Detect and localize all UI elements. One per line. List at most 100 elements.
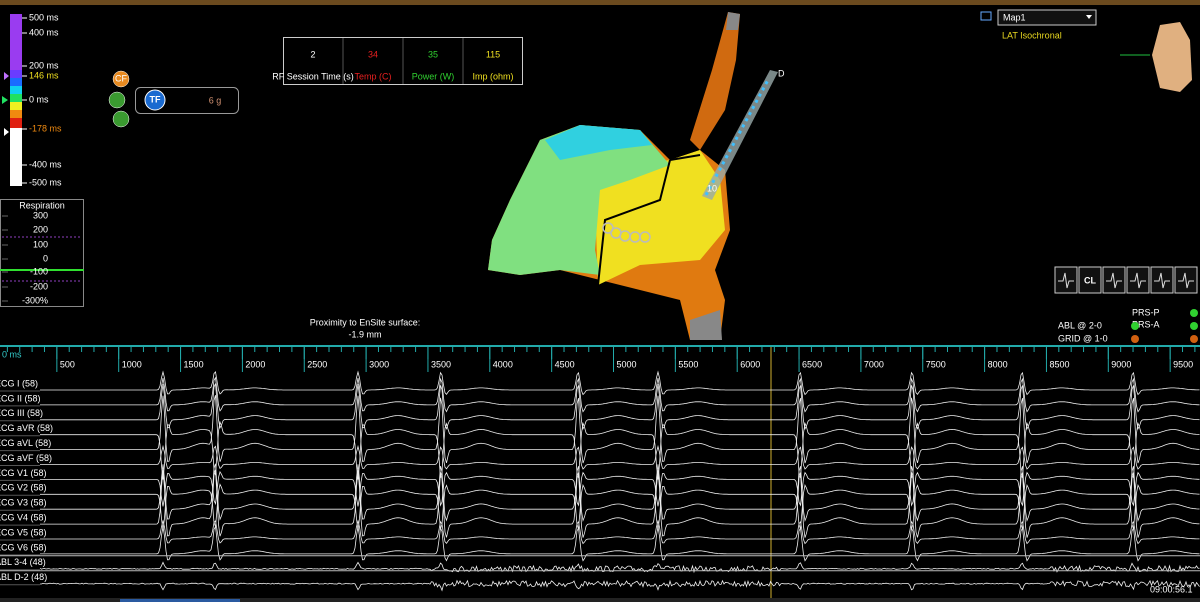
view-button[interactable] — [108, 91, 126, 109]
respiration-label: 300 — [33, 210, 48, 220]
respiration-panel: Respiration — [0, 199, 84, 307]
channel-label: ECG III (58) — [0, 408, 43, 418]
status-label: PRS-P — [1132, 307, 1160, 317]
status-label: PRS-A — [1132, 319, 1160, 329]
catheter-mesh — [702, 70, 778, 200]
color-band — [10, 14, 22, 70]
scale-label: 0 ms — [29, 94, 49, 104]
map-icon[interactable] — [980, 11, 992, 21]
status-dot — [1131, 335, 1139, 343]
map-dropdown[interactable] — [997, 9, 1097, 26]
toolbar-icon — [1178, 272, 1194, 289]
chamber-surface — [590, 150, 725, 285]
color-band — [10, 78, 22, 86]
color-band — [10, 70, 22, 78]
respiration-label: -300% — [22, 295, 48, 305]
ecg-trace — [40, 420, 1200, 480]
ruler-label: 4000 — [493, 359, 513, 369]
cf-button[interactable] — [112, 70, 130, 88]
color-band — [10, 110, 22, 118]
toolbar: CL — [1054, 266, 1198, 294]
channel-label: ECG V1 (58) — [0, 468, 47, 478]
traces: ECG I (58) ECG II (58) ECG III (58) ECG aVR… — [0, 370, 1200, 592]
ruler-label: 6500 — [802, 359, 822, 369]
channel-label: ECG V4 (58) — [0, 512, 47, 522]
map-name: Map1 — [1003, 12, 1026, 22]
respiration-label: 0 — [43, 253, 48, 263]
catheter-tip-label: D — [778, 68, 785, 78]
scale-label: 400 ms — [29, 27, 59, 37]
status-panel: PRS-P PRS-A ABL @ 2-0 GRID @ 1-0 — [1058, 307, 1198, 343]
tf-badge — [144, 89, 166, 111]
ruler: 500 1000 1500 2000 2500 3000 3500 4000 4500 5000 5… — [6, 347, 1196, 372]
channel-label: ECG V6 (58) — [0, 542, 47, 552]
channel-label: ECG I (58) — [0, 378, 38, 388]
toolbar-icon — [1058, 272, 1074, 289]
map-mode: LAT Isochronal — [1002, 30, 1062, 40]
status-label: GRID @ 1-0 — [1058, 333, 1108, 343]
ecg-trace — [40, 470, 1200, 507]
channel-label: ECG V3 (58) — [0, 498, 47, 508]
channel-label: ECG aVF (58) — [0, 453, 52, 463]
chamber-surface — [690, 310, 722, 340]
marker — [4, 128, 9, 136]
color-band — [10, 118, 22, 128]
channel-label: ECG aVR (58) — [0, 423, 53, 433]
respiration-label: 200 — [33, 224, 48, 234]
timestamp: 09:00:56.1 — [1150, 584, 1193, 594]
ruler-label: 5000 — [617, 359, 637, 369]
ruler-label: 5500 — [678, 359, 698, 369]
ecg-trace — [40, 376, 1200, 413]
status-dot — [1131, 322, 1139, 330]
proximity-label: Proximity to EnSite surface: — [310, 317, 421, 327]
force-panel: CF TF 6 g — [108, 70, 239, 128]
abl-trace — [40, 579, 1200, 592]
ruler-label: 500 — [60, 359, 75, 369]
ruler-label: 1000 — [122, 359, 142, 369]
color-band — [10, 102, 22, 110]
channel-label: ECG V5 (58) — [0, 527, 47, 537]
vein — [690, 12, 740, 150]
ruler-line — [0, 345, 1200, 347]
ruler-label: 1500 — [184, 359, 204, 369]
ecg-trace — [40, 370, 1200, 396]
toolbar-button[interactable] — [1078, 266, 1102, 294]
abl-trace — [39, 561, 1200, 574]
top-bar — [0, 0, 1200, 5]
chamber-surface — [488, 125, 670, 275]
catheter — [704, 79, 770, 196]
scroll-thumb[interactable] — [120, 599, 240, 602]
ecg-trace — [40, 469, 1200, 538]
rf-value: 35 — [428, 49, 438, 59]
ruler-label: 3000 — [369, 359, 389, 369]
scale-label: -178 ms — [29, 123, 62, 133]
color-band — [10, 128, 22, 186]
view-button[interactable] — [112, 110, 130, 128]
toolbar-icon — [1106, 272, 1122, 289]
proximity-value: -1.9 mm — [348, 329, 381, 339]
ruler-label: 9500 — [1173, 359, 1193, 369]
ecg-trace — [40, 519, 1200, 545]
toolbar-icon — [1154, 272, 1170, 289]
ruler-label: 4500 — [555, 359, 575, 369]
ecg-trace — [40, 395, 1200, 464]
orientation-figure — [1152, 22, 1192, 92]
isochrone-line — [597, 154, 701, 286]
ruler-label: 2000 — [245, 359, 265, 369]
ruler-label: 3500 — [431, 359, 451, 369]
ruler-label: 7500 — [926, 359, 946, 369]
scale-label: 200 ms — [29, 60, 59, 70]
scale-label: -500 ms — [29, 177, 62, 187]
map-selector: Map1 LAT Isochronal — [980, 9, 1192, 92]
panel-border — [0, 199, 84, 307]
rf-panel: 2 RF Session Time (s) 34 Temp (C) 35 Power (W… — [272, 37, 523, 85]
scrollbar — [0, 598, 1200, 602]
rf-label: RF Session Time (s) — [272, 71, 354, 81]
channel-label: ECG V2 (58) — [0, 483, 47, 493]
ecg-trace — [40, 525, 1200, 562]
color-bar — [2, 14, 22, 186]
ruler-label: 7000 — [864, 359, 884, 369]
ruler-label: 6000 — [740, 359, 760, 369]
ruler-label: 8000 — [988, 359, 1008, 369]
ablation-catheter — [602, 222, 651, 243]
